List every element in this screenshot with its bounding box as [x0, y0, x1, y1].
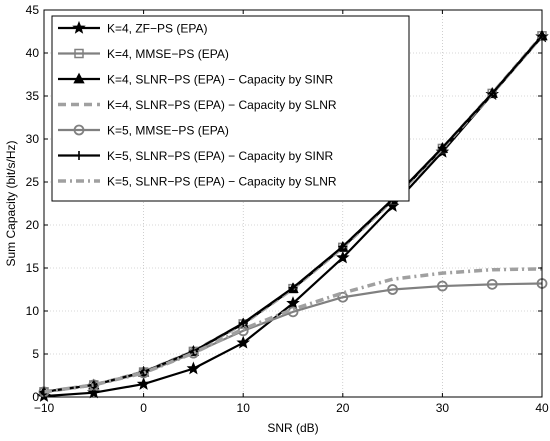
data-point	[487, 88, 497, 98]
legend-box	[51, 15, 410, 202]
legend-entry: K=5, SLNR−PS (EPA) − Capacity by SINR	[58, 149, 334, 163]
x-axis-label: SNR (dB)	[267, 421, 318, 435]
data-point	[87, 385, 101, 399]
y-axis-label: Sum Capacity (bit/s/Hz)	[4, 140, 18, 266]
data-point	[336, 250, 350, 264]
legend-label: K=5, SLNR−PS (EPA) − Capacity by SINR	[107, 149, 334, 163]
legend-label: K=4, SLNR−PS (EPA) − Capacity by SLNR	[107, 98, 337, 112]
legend-entry: K=4, ZF−PS (EPA)	[58, 20, 207, 36]
legend-entry: K=4, MMSE−PS (EPA)	[58, 47, 229, 61]
x-tick-label: 30	[436, 401, 450, 415]
axes-box	[43, 9, 543, 398]
data-point	[236, 335, 250, 349]
data-point	[338, 242, 348, 251]
legend-marker	[74, 151, 84, 160]
y-tick-label: 0	[32, 390, 39, 404]
legend-label: K=5, SLNR−PS (EPA) − Capacity by SLNR	[107, 175, 337, 189]
data-point	[89, 380, 99, 390]
legend-label: K=4, MMSE−PS (EPA)	[107, 47, 229, 61]
data-point	[437, 143, 447, 153]
legend-marker	[74, 48, 84, 59]
data-point	[238, 318, 248, 328]
x-tick-label: 10	[237, 401, 251, 415]
x-tick-label: −10	[34, 401, 55, 415]
y-tick-label: 35	[26, 89, 40, 103]
legend-marker	[72, 20, 86, 34]
y-tick-label: 10	[26, 304, 40, 318]
y-tick-label: 25	[26, 175, 40, 189]
x-tick-label: 20	[336, 401, 350, 415]
y-tick-label: 45	[26, 3, 40, 17]
legend-entry: K=4, SLNR−PS (EPA) − Capacity by SLNR	[58, 98, 337, 112]
y-tick-label: 15	[26, 261, 40, 275]
series-line	[43, 267, 543, 394]
data-point	[337, 291, 349, 303]
data-point	[288, 283, 298, 293]
data-point	[286, 296, 300, 309]
legend-entry: K=5, SLNR−PS (EPA) − Capacity by SLNR	[58, 175, 337, 189]
legend: K=4, ZF−PS (EPA) K=4, MMSE−PS (EPA) K=4, S…	[51, 15, 410, 202]
legend-entry: K=4, SLNR−PS (EPA) − Capacity by SINR	[58, 73, 334, 87]
data-point	[486, 278, 498, 290]
legend-marker	[73, 124, 85, 136]
x-tick-label: 0	[140, 401, 147, 415]
legend-entry: K=5, MMSE−PS (EPA)	[58, 124, 229, 138]
series-layer	[37, 29, 549, 402]
data-point	[136, 377, 151, 390]
legend-label: K=4, ZF−PS (EPA)	[107, 22, 207, 36]
series-7	[43, 267, 543, 394]
x-tick-label: 40	[535, 401, 549, 415]
legend-marker	[73, 72, 85, 84]
y-tick-label: 40	[26, 46, 40, 60]
data-point	[436, 280, 448, 292]
y-tick-label: 30	[26, 132, 40, 146]
legend-label: K=5, MMSE−PS (EPA)	[107, 124, 229, 138]
data-point	[139, 367, 149, 377]
y-tick-label: 5	[32, 347, 39, 361]
data-point	[387, 284, 399, 295]
data-point	[188, 346, 198, 356]
data-point	[186, 361, 201, 375]
legend-label: K=4, SLNR−PS (EPA) − Capacity by SINR	[107, 73, 334, 87]
y-tick-label: 20	[26, 218, 40, 232]
